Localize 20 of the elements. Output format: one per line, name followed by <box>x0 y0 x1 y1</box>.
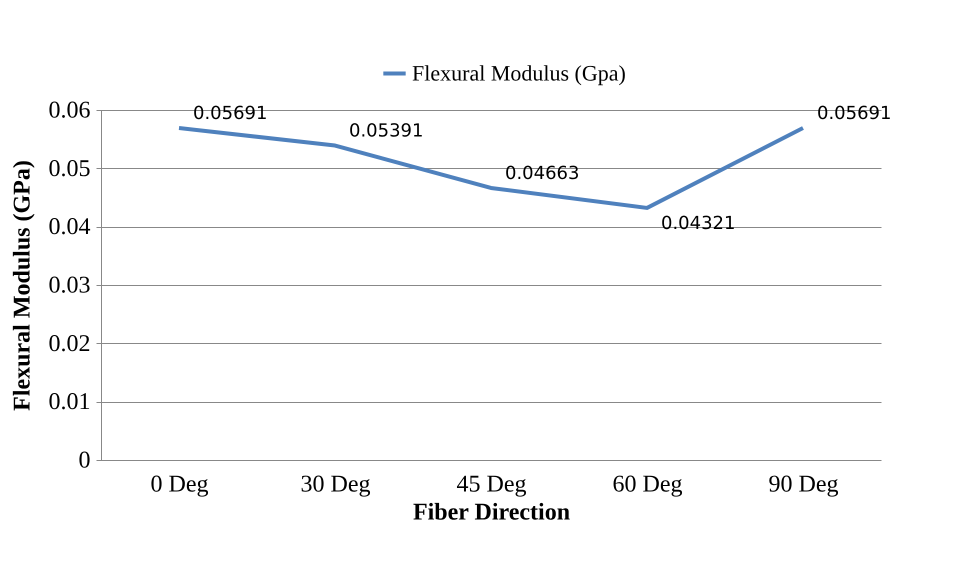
y-tick-label: 0 <box>78 448 90 474</box>
data-label: 0.04321 <box>661 212 736 234</box>
y-tick-label: 0.01 <box>48 389 90 416</box>
y-tick-label: 0.05 <box>48 156 90 182</box>
data-label: 0.04663 <box>505 162 580 184</box>
x-tick-label: 60 Deg <box>612 472 682 498</box>
x-tick-label: 0 Deg <box>150 472 208 498</box>
y-tick-label: 0.04 <box>48 214 90 240</box>
y-axis-title: Flexural Modulus (GPa) <box>10 160 36 411</box>
y-tick-label: 0.02 <box>48 330 90 357</box>
data-label: 0.05691 <box>193 103 268 124</box>
data-label: 0.05691 <box>817 103 892 124</box>
y-tick-label: 0.06 <box>48 98 90 124</box>
data-label: 0.05391 <box>349 120 424 142</box>
x-tick-label: 30 Deg <box>300 472 370 498</box>
y-tick-label: 0.03 <box>48 272 90 298</box>
x-tick-label: 45 Deg <box>456 472 526 498</box>
x-axis-title: Fiber Direction <box>412 500 570 526</box>
legend-label: Flexural Modulus (Gpa) <box>412 60 626 86</box>
x-tick-label: 90 Deg <box>768 472 838 498</box>
